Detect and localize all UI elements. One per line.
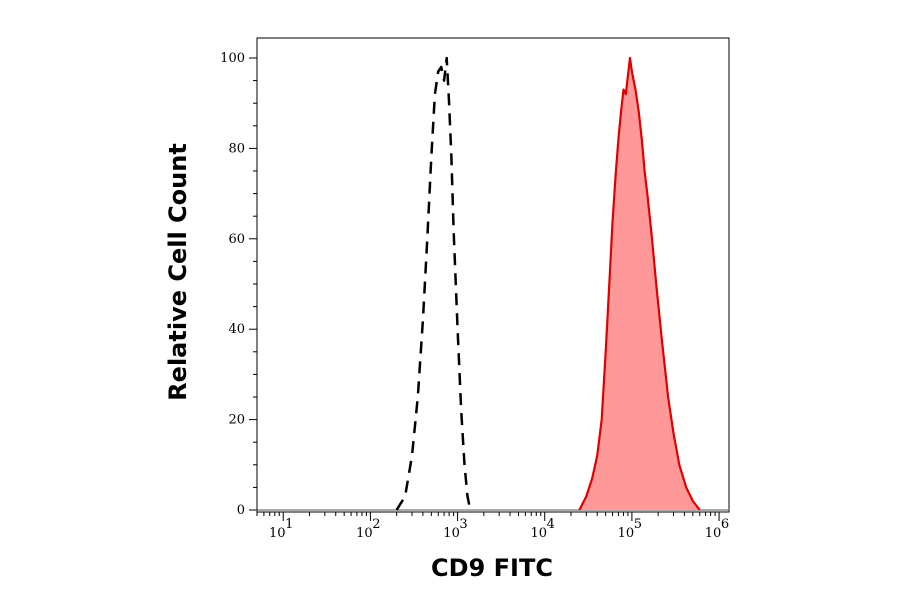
series-layer bbox=[257, 56, 729, 511]
series-outline bbox=[578, 56, 701, 511]
y-tick-label: 60 bbox=[228, 232, 245, 247]
x-tick-exponent: 3 bbox=[459, 517, 467, 532]
x-tick-label: 10 bbox=[269, 526, 286, 541]
y-tick-label: 100 bbox=[220, 51, 245, 66]
x-tick-label: 10 bbox=[356, 526, 373, 541]
x-tick-label: 10 bbox=[618, 526, 635, 541]
series-dashed-outline bbox=[395, 56, 472, 511]
x-tick-exponent: 5 bbox=[634, 517, 642, 532]
y-tick-label: 40 bbox=[228, 322, 245, 337]
x-tick-label: 10 bbox=[530, 526, 547, 541]
x-tick-exponent: 6 bbox=[721, 517, 729, 532]
x-tick-exponent: 2 bbox=[372, 517, 380, 532]
y-tick-label: 20 bbox=[228, 413, 245, 428]
x-tick-exponent: 4 bbox=[547, 517, 555, 532]
x-tick-label: 10 bbox=[443, 526, 460, 541]
x-tick-label: 10 bbox=[705, 526, 722, 541]
x-tick-exponent: 1 bbox=[285, 517, 293, 532]
x-axis-title: CD9 FITC bbox=[431, 554, 553, 582]
y-tick-label: 0 bbox=[237, 503, 245, 518]
y-tick-label: 80 bbox=[228, 141, 245, 156]
y-axis-title: Relative Cell Count bbox=[164, 143, 192, 401]
series-fill-area bbox=[579, 58, 700, 510]
plot-frame bbox=[256, 37, 730, 513]
